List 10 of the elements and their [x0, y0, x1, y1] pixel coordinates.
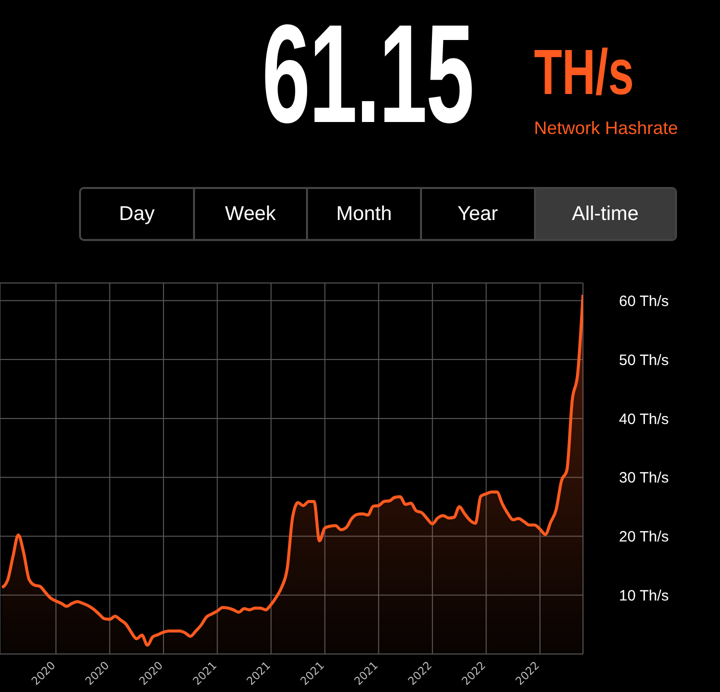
chart-subtitle: Network Hashrate — [534, 117, 678, 139]
text: TH/s — [534, 36, 634, 108]
y-tick-label: 20 Th/s — [619, 528, 669, 546]
y-tick-label: 40 Th/s — [619, 410, 669, 428]
y-tick-label: 60 Th/s — [619, 292, 669, 310]
y-tick-label: 10 Th/s — [619, 587, 669, 604]
time-range-selector: Day Week Month Year All-time — [79, 187, 677, 241]
y-tick-label: 50 Th/s — [619, 352, 669, 369]
y-tick-label: 30 Th/s — [619, 470, 669, 487]
chart-title: 61.15 — [262, 0, 474, 152]
